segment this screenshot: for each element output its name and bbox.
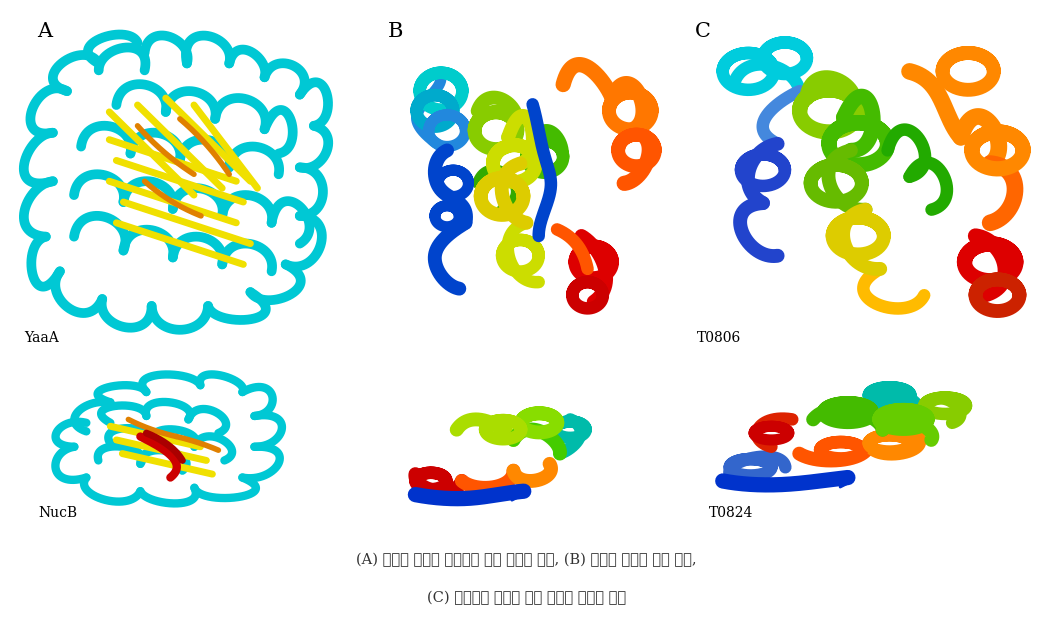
Text: (C) 실험적인 방법을 통해 결정된 단백질 구조: (C) 실험적인 방법을 통해 결정된 단백질 구조	[426, 591, 627, 605]
Text: A: A	[37, 22, 52, 41]
Text: YaaA: YaaA	[24, 330, 59, 344]
Text: (A) 예측된 단백질 아미노산 잔기 사이의 접촉, (B) 예측된 단백질 구조 모델,: (A) 예측된 단백질 아미노산 잔기 사이의 접촉, (B) 예측된 단백질 …	[356, 553, 697, 567]
Text: T0806: T0806	[697, 330, 741, 344]
Text: C: C	[695, 22, 711, 41]
Text: T0824: T0824	[709, 506, 753, 520]
Text: B: B	[388, 22, 403, 41]
Text: NucB: NucB	[38, 506, 78, 520]
